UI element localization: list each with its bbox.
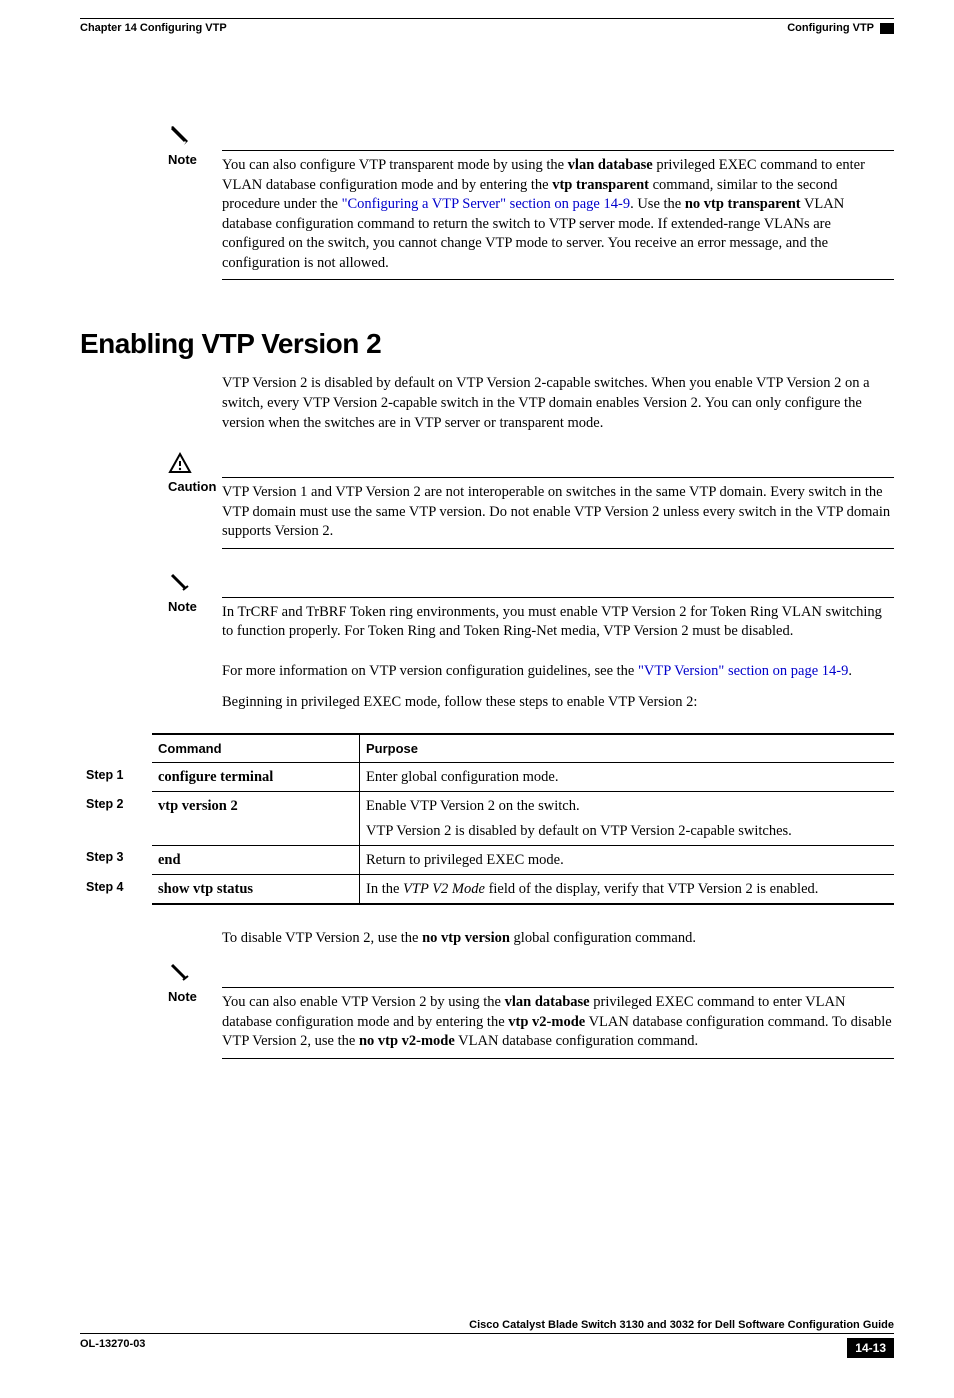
intro-paragraph: VTP Version 2 is disabled by default on … (222, 374, 894, 433)
caution-label: Caution (168, 477, 222, 494)
col-purpose: Purpose (360, 734, 895, 763)
command-cell: end (152, 845, 360, 874)
purpose-cell: Enable VTP Version 2 on the switch. VTP … (360, 792, 895, 846)
note-callout: Note You can also configure VTP transpar… (168, 124, 894, 280)
purpose-cell: In the VTP V2 Mode field of the display,… (360, 875, 895, 905)
note-callout: Note In TrCRF and TrBRF Token ring envir… (168, 571, 894, 648)
note-text: You can also configure VTP transparent m… (222, 150, 894, 280)
step-label: Step 2 (80, 792, 152, 846)
note-callout: Note You can also enable VTP Version 2 b… (168, 961, 894, 1059)
page-footer: Cisco Catalyst Blade Switch 3130 and 303… (80, 1319, 894, 1358)
note-label: Note (168, 987, 222, 1004)
purpose-cell: Enter global configuration mode. (360, 763, 895, 792)
link-vtp-version[interactable]: "VTP Version" section on page 14-9 (638, 663, 848, 679)
begin-paragraph: Beginning in privileged EXEC mode, follo… (222, 693, 894, 713)
col-command: Command (152, 734, 360, 763)
disable-paragraph: To disable VTP Version 2, use the no vtp… (222, 929, 894, 949)
section-tag: Configuring VTP (787, 22, 874, 34)
footer-doc-id: OL-13270-03 (80, 1338, 145, 1350)
note-icon (168, 124, 192, 148)
page-header: Chapter 14 Configuring VTP Configuring V… (80, 18, 894, 34)
purpose-cell: Return to privileged EXEC mode. (360, 845, 895, 874)
note-text: In TrCRF and TrBRF Token ring environmen… (222, 597, 894, 648)
footer-guide-title: Cisco Catalyst Blade Switch 3130 and 303… (80, 1319, 894, 1334)
caution-callout: Caution VTP Version 1 and VTP Version 2 … (168, 451, 894, 549)
caution-text: VTP Version 1 and VTP Version 2 are not … (222, 477, 894, 549)
page-number: 14-13 (847, 1338, 894, 1358)
note-label: Note (168, 597, 222, 614)
chapter-label: Chapter 14 Configuring VTP (80, 22, 227, 34)
more-info-paragraph: For more information on VTP version conf… (222, 662, 894, 682)
step-label: Step 1 (80, 763, 152, 792)
note-label: Note (168, 150, 222, 167)
note-text: You can also enable VTP Version 2 by usi… (222, 987, 894, 1059)
step-label: Step 3 (80, 845, 152, 874)
command-cell: configure terminal (152, 763, 360, 792)
note-icon (168, 961, 192, 985)
step-label: Step 4 (80, 875, 152, 905)
note-icon (168, 571, 192, 595)
steps-table: Command Purpose Step 1 configure termina… (80, 733, 894, 905)
command-cell: show vtp status (152, 875, 360, 905)
command-cell: vtp version 2 (152, 792, 360, 846)
section-title: Enabling VTP Version 2 (80, 328, 894, 360)
link-vtp-server[interactable]: "Configuring a VTP Server" section on pa… (342, 196, 631, 212)
caution-icon (168, 451, 192, 475)
